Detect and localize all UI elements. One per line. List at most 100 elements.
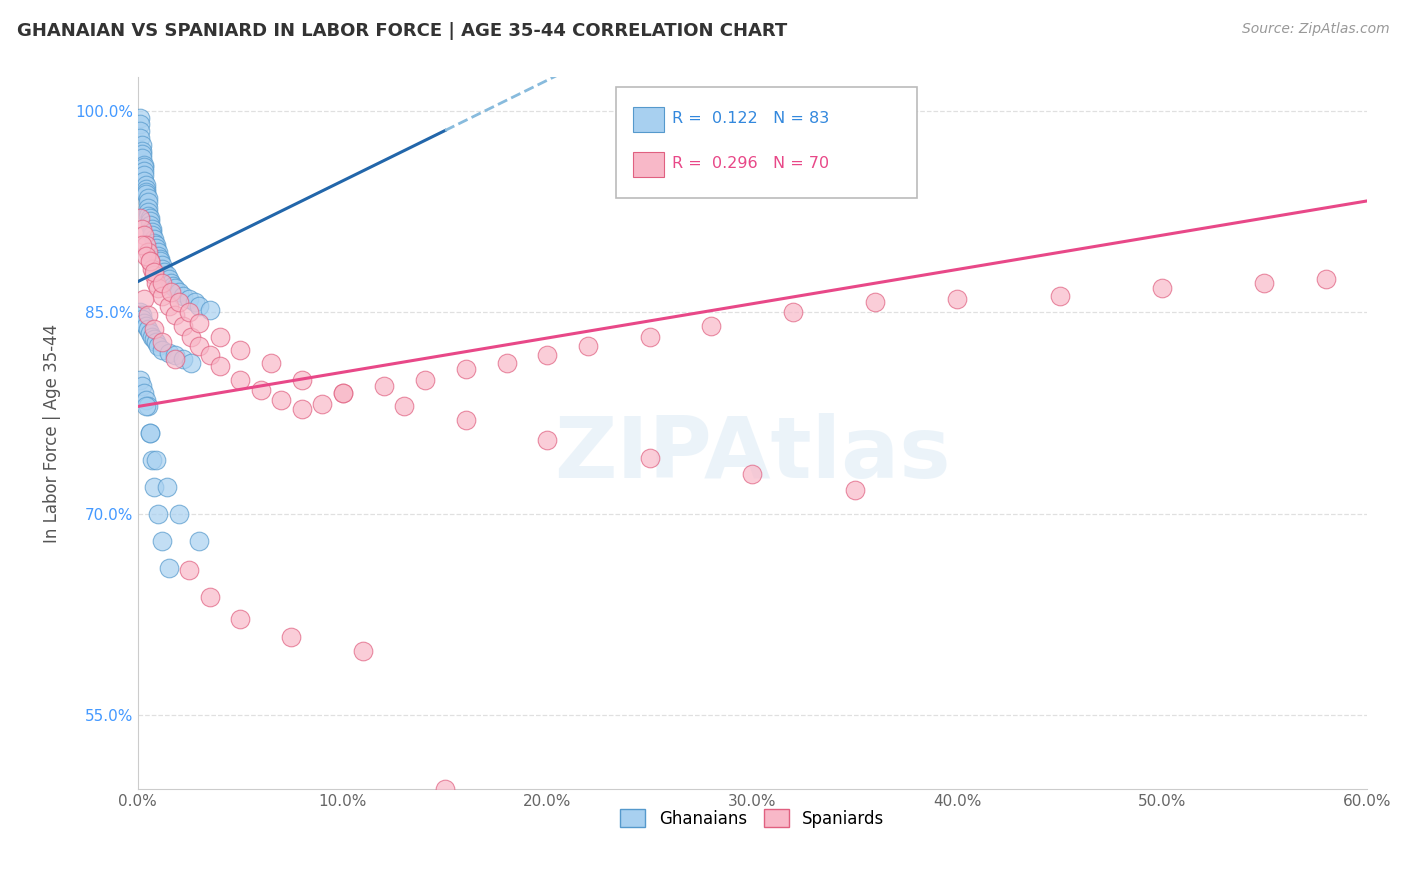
- Point: [177, 305, 200, 319]
- Point: [291, 402, 314, 417]
- Point: [136, 201, 159, 215]
- Point: [136, 321, 159, 335]
- Point: [229, 612, 252, 626]
- Point: [135, 185, 157, 199]
- Point: [311, 397, 333, 411]
- Point: [145, 453, 167, 467]
- Point: [143, 265, 166, 279]
- Point: [132, 316, 155, 330]
- Point: [131, 222, 153, 236]
- Point: [152, 533, 174, 548]
- Point: [136, 195, 159, 210]
- Point: [129, 131, 152, 145]
- Y-axis label: In Labor Force | Age 35-44: In Labor Force | Age 35-44: [44, 324, 60, 543]
- Point: [132, 164, 155, 178]
- Point: [129, 211, 152, 226]
- Point: [132, 169, 155, 183]
- Point: [143, 321, 166, 335]
- Point: [434, 782, 457, 797]
- Point: [129, 118, 152, 132]
- Point: [270, 392, 292, 407]
- Point: [152, 259, 174, 273]
- Point: [1315, 272, 1337, 286]
- Point: [152, 343, 174, 357]
- Point: [145, 276, 167, 290]
- Point: [163, 348, 186, 362]
- Point: [863, 294, 886, 309]
- Text: GHANAIAN VS SPANIARD IN LABOR FORCE | AGE 35-44 CORRELATION CHART: GHANAIAN VS SPANIARD IN LABOR FORCE | AG…: [17, 22, 787, 40]
- Point: [180, 357, 202, 371]
- Point: [136, 209, 159, 223]
- Point: [229, 343, 252, 357]
- Point: [135, 392, 157, 407]
- Point: [578, 339, 600, 353]
- Point: [136, 191, 159, 205]
- Point: [188, 533, 211, 548]
- Point: [249, 384, 271, 398]
- Point: [135, 238, 157, 252]
- Point: [148, 507, 170, 521]
- Point: [163, 281, 186, 295]
- Point: [1150, 281, 1173, 295]
- Point: [177, 563, 200, 577]
- Point: [131, 151, 153, 165]
- Point: [135, 182, 157, 196]
- Point: [136, 204, 159, 219]
- Point: [139, 254, 162, 268]
- Point: [136, 400, 159, 414]
- Point: [454, 362, 477, 376]
- Point: [1253, 276, 1275, 290]
- Point: [148, 281, 170, 295]
- Point: [332, 386, 354, 401]
- Point: [139, 426, 162, 441]
- Point: [188, 316, 211, 330]
- Point: [145, 238, 167, 252]
- Point: [172, 289, 194, 303]
- Point: [145, 334, 167, 349]
- Point: [159, 285, 181, 300]
- Text: R =  0.122   N = 83: R = 0.122 N = 83: [672, 112, 830, 126]
- Point: [131, 312, 153, 326]
- Text: R =  0.296   N = 70: R = 0.296 N = 70: [672, 156, 830, 170]
- Point: [229, 373, 252, 387]
- Point: [132, 158, 155, 172]
- Point: [198, 348, 221, 362]
- Point: [280, 631, 302, 645]
- Point: [180, 329, 202, 343]
- Point: [141, 453, 163, 467]
- Point: [638, 450, 661, 465]
- Point: [152, 262, 174, 277]
- Point: [352, 644, 374, 658]
- Point: [131, 379, 153, 393]
- Point: [143, 235, 166, 250]
- Point: [143, 332, 166, 346]
- Point: [172, 352, 194, 367]
- Point: [131, 308, 153, 322]
- Point: [198, 590, 221, 604]
- Point: [157, 299, 180, 313]
- Point: [129, 124, 152, 138]
- Point: [131, 145, 153, 159]
- Point: [188, 339, 211, 353]
- Point: [135, 400, 157, 414]
- Point: [700, 318, 723, 333]
- Point: [141, 329, 163, 343]
- Point: [135, 318, 157, 333]
- Point: [392, 400, 415, 414]
- Point: [157, 560, 180, 574]
- Point: [638, 329, 661, 343]
- Point: [139, 426, 162, 441]
- Point: [188, 299, 211, 313]
- Point: [136, 308, 159, 322]
- Point: [148, 249, 170, 263]
- Point: [139, 326, 162, 340]
- Point: [495, 357, 517, 371]
- Point: [454, 413, 477, 427]
- Legend: Ghanaians, Spaniards: Ghanaians, Spaniards: [614, 803, 891, 834]
- Point: [152, 289, 174, 303]
- Point: [332, 386, 354, 401]
- Point: [208, 329, 231, 343]
- Point: [135, 178, 157, 192]
- Point: [132, 292, 155, 306]
- Point: [129, 305, 152, 319]
